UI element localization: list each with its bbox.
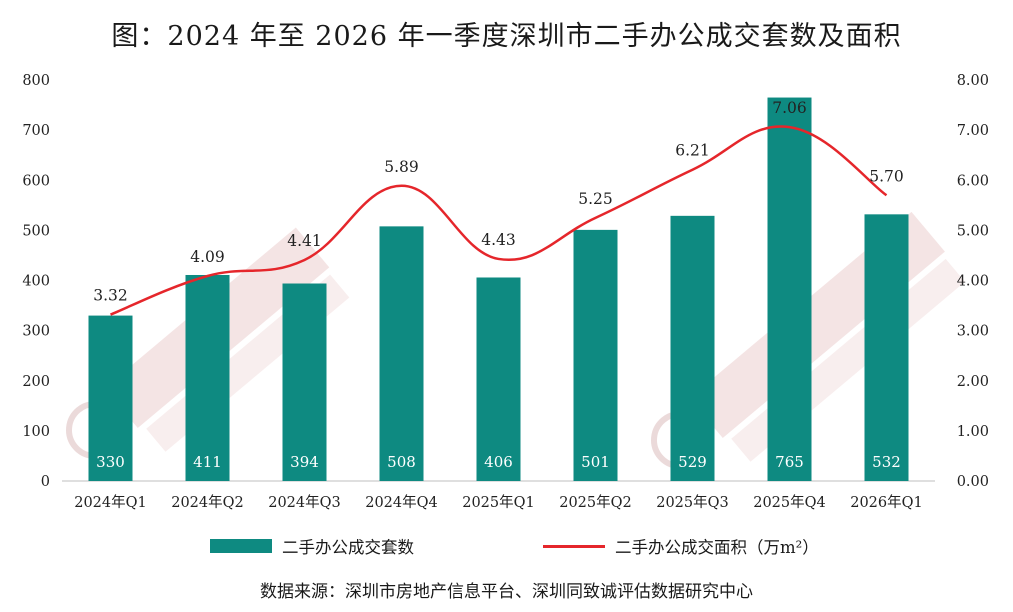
right-tick-label: 8.00 xyxy=(957,73,989,89)
x-tick-label: 2025年Q4 xyxy=(753,494,826,511)
x-tick-label: 2025年Q3 xyxy=(656,494,729,511)
bar-data-label: 501 xyxy=(581,453,610,471)
legend-item-bars: 二手办公成交套数 xyxy=(210,534,414,558)
bar-data-label: 330 xyxy=(96,453,125,471)
line-data-label: 4.43 xyxy=(481,231,516,249)
line-data-label: 5.89 xyxy=(384,158,419,176)
line-data-labels: 3.32 4.09 4.41 5.89 4.43 5.25 6.21 7.06 5.70 xyxy=(93,99,904,304)
line-data-label: 3.32 xyxy=(93,287,128,305)
left-axis-ticks: 0 100 200 300 400 500 600 700 800 xyxy=(22,73,50,490)
source-note: 数据来源：深圳市房地产信息平台、深圳同致诚评估数据研究中心 xyxy=(260,582,753,602)
left-tick-label: 400 xyxy=(22,274,50,290)
x-tick-label: 2025年Q2 xyxy=(559,494,632,511)
bar-data-label: 406 xyxy=(484,453,513,471)
x-tick-label: 2024年Q3 xyxy=(268,494,341,511)
left-tick-label: 100 xyxy=(22,424,50,440)
right-tick-label: 6.00 xyxy=(957,173,989,189)
line-data-label: 6.21 xyxy=(675,142,710,160)
bar-data-label: 532 xyxy=(872,453,901,471)
right-tick-label: 4.00 xyxy=(957,274,989,290)
left-tick-label: 500 xyxy=(22,223,50,239)
left-tick-label: 200 xyxy=(22,374,50,390)
right-axis-ticks: 0.00 1.00 2.00 3.00 4.00 5.00 6.00 7.00 8.00 xyxy=(957,73,989,490)
right-tick-label: 1.00 xyxy=(957,424,989,440)
right-tick-label: 3.00 xyxy=(957,324,989,340)
line-data-label: 7.06 xyxy=(772,99,807,117)
bar xyxy=(864,214,909,481)
left-tick-label: 700 xyxy=(22,123,50,139)
legend-item-line: 二手办公成交面积（万m²） xyxy=(543,534,819,558)
left-tick-label: 600 xyxy=(22,173,50,189)
x-tick-label: 2026年Q1 xyxy=(850,494,923,511)
bar-data-label: 411 xyxy=(193,453,222,471)
x-tick-label: 2024年Q2 xyxy=(171,494,244,511)
x-tick-label: 2024年Q1 xyxy=(74,494,147,511)
left-tick-label: 300 xyxy=(22,324,50,340)
bar xyxy=(767,97,812,481)
x-tick-label: 2024年Q4 xyxy=(365,494,438,511)
bar xyxy=(88,315,133,481)
x-tick-label: 2025年Q1 xyxy=(462,494,535,511)
left-tick-label: 0 xyxy=(41,474,50,490)
bar xyxy=(573,229,618,481)
bar-data-label: 508 xyxy=(387,453,416,471)
legend-swatch-bar xyxy=(210,539,272,553)
bar-data-label: 529 xyxy=(678,453,707,471)
right-tick-label: 7.00 xyxy=(957,123,989,139)
right-tick-label: 0.00 xyxy=(957,474,989,490)
chart-title: 图：2024 年至 2026 年一季度深圳市二手办公成交套数及面积 xyxy=(111,21,902,52)
bar xyxy=(476,277,521,481)
line-data-label: 5.25 xyxy=(578,190,613,208)
bar xyxy=(379,226,424,481)
line-data-label: 5.70 xyxy=(869,167,904,185)
x-axis-ticks: 2024年Q1 2024年Q2 2024年Q3 2024年Q4 2025年Q1 2025年… xyxy=(74,494,923,511)
legend-swatch-line xyxy=(543,544,605,548)
right-tick-label: 2.00 xyxy=(957,374,989,390)
legend-label-line: 二手办公成交面积（万m²） xyxy=(615,538,819,557)
line-data-label: 4.41 xyxy=(287,232,322,250)
bar xyxy=(185,274,230,481)
bar xyxy=(282,283,327,481)
left-tick-label: 800 xyxy=(22,73,50,89)
area-line xyxy=(110,125,888,316)
legend-label-bars: 二手办公成交套数 xyxy=(282,538,414,557)
bar-series: 330 411 394 508 406 501 529 765 532 xyxy=(88,97,909,481)
line-data-label: 4.09 xyxy=(190,248,225,266)
bar-data-label: 394 xyxy=(290,453,319,471)
right-tick-label: 5.00 xyxy=(957,223,989,239)
bar-data-label: 765 xyxy=(775,453,804,471)
bar xyxy=(670,215,715,481)
